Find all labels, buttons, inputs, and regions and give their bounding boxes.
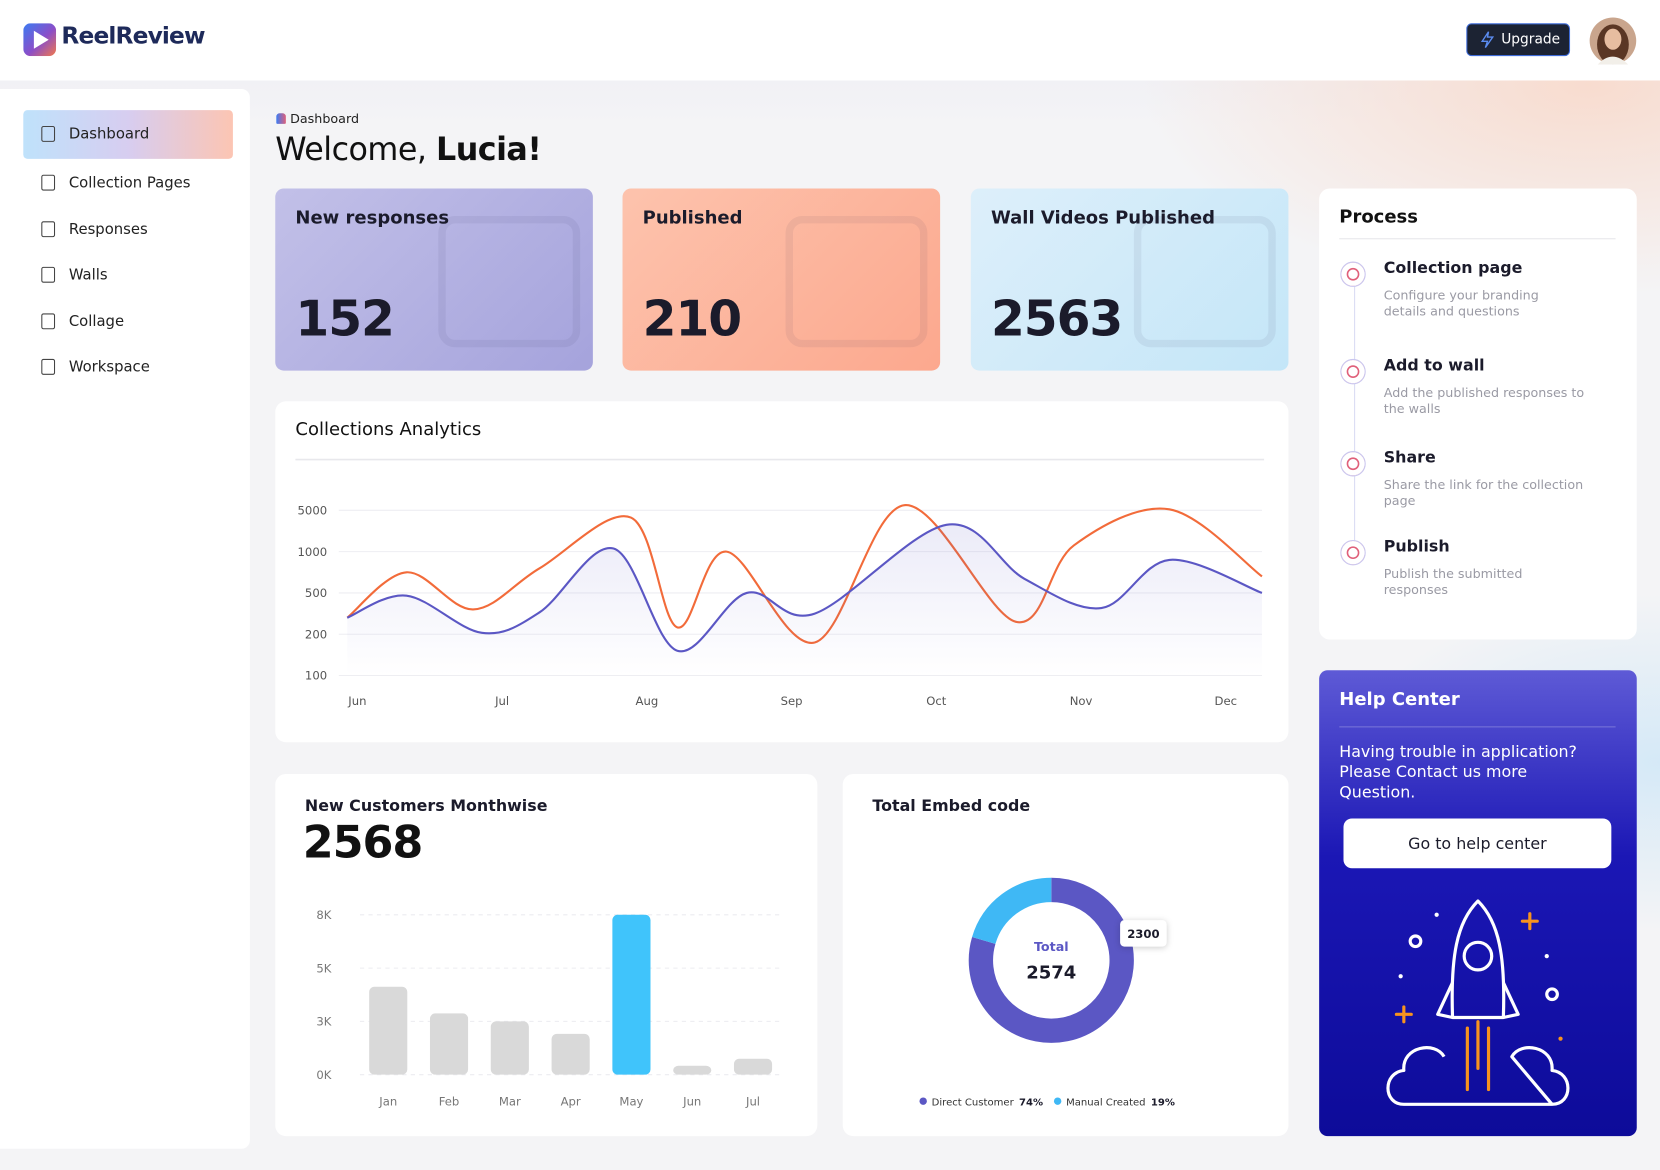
step-icon	[1340, 451, 1366, 477]
step-title: Share	[1383, 447, 1436, 467]
nav-label: Collage	[68, 313, 125, 331]
nav-label: Dashboard	[68, 125, 150, 143]
user-name: Lucia!	[435, 131, 542, 169]
nav-item[interactable]: Workspace	[23, 343, 233, 392]
stat-label: New responses	[295, 207, 450, 229]
step-icon	[1340, 358, 1366, 385]
nav-label: Responses	[68, 221, 148, 239]
nav-label: Walls	[68, 266, 108, 284]
total-customers: 2568	[302, 816, 424, 869]
upgrade-label: Upgrade	[1501, 31, 1561, 48]
stat-label: Wall Videos Published	[990, 207, 1215, 229]
breadcrumb-text: Dashboard	[290, 111, 360, 126]
timeline-line	[1354, 276, 1356, 555]
nav-item[interactable]: Dashboard	[23, 110, 233, 159]
nav-item[interactable]: Collage	[23, 298, 233, 347]
header: ReelReview Upgrade	[0, 0, 1660, 81]
logo	[23, 23, 57, 57]
sidebar: Dashboard Collection Pages Responses Walls C…	[0, 88, 250, 1149]
breadcrumb-icon	[276, 113, 286, 124]
card-title: Collections Analytics	[295, 419, 482, 441]
stat-label: Published	[642, 207, 743, 229]
step-title: Publish	[1383, 536, 1450, 556]
brand: ReelReview	[61, 23, 205, 50]
help-title: Help Center	[1339, 689, 1460, 711]
nav-item[interactable]: Walls	[23, 251, 233, 300]
step-desc: Publish the submitted responses	[1383, 566, 1523, 598]
analytics-card: Collections Analytics	[275, 401, 1289, 743]
divider	[1339, 238, 1616, 240]
process-title: Process	[1339, 206, 1418, 228]
step-icon	[1340, 539, 1366, 566]
nav-icon	[41, 266, 56, 283]
step-title: Add to wall	[1383, 355, 1485, 375]
divider	[1339, 726, 1616, 728]
nav-icon	[41, 313, 56, 330]
watermark-icon	[785, 215, 928, 348]
avatar[interactable]	[1589, 17, 1637, 65]
nav-icon	[41, 358, 56, 375]
welcome: Welcome, Lucia!	[275, 131, 542, 169]
bolt-icon	[1480, 31, 1495, 49]
help-card: Help Center Having trouble in applicatio…	[1319, 670, 1637, 1137]
process-card: Process Collection page Configure your br…	[1319, 188, 1637, 640]
nav-icon	[41, 221, 56, 238]
nav-icon	[41, 174, 56, 191]
stat-value: 2563	[990, 290, 1123, 348]
nav-label: Workspace	[68, 358, 150, 376]
step-desc: Share the link for the collection page	[1383, 477, 1584, 509]
embed-card: Total Embed code	[842, 773, 1289, 1137]
card-title: New Customers Monthwise	[304, 796, 548, 816]
nav-item[interactable]: Collection Pages	[23, 159, 233, 208]
stat-card: Published 210	[622, 188, 941, 371]
breadcrumb: Dashboard	[276, 111, 360, 126]
stat-card: Wall Videos Published 2563	[970, 188, 1289, 371]
step-desc: Configure your branding details and ques…	[1383, 287, 1539, 319]
greeting: Welcome,	[275, 131, 427, 169]
nav-icon	[41, 125, 56, 142]
card-title: Total Embed code	[872, 796, 1031, 816]
upgrade-button[interactable]: Upgrade	[1466, 23, 1571, 57]
rocket-illustration	[1386, 899, 1570, 1106]
watermark-icon	[438, 215, 581, 348]
stat-value: 152	[295, 290, 395, 348]
nav-item[interactable]: Responses	[23, 205, 233, 254]
step-title: Collection page	[1383, 258, 1523, 278]
nav-label: Collection Pages	[68, 174, 191, 192]
help-button[interactable]: Go to help center	[1343, 818, 1612, 869]
stat-value: 210	[642, 290, 743, 348]
customers-card: New Customers Monthwise 2568	[275, 773, 818, 1137]
step-desc: Add the published responses to the walls	[1383, 385, 1585, 417]
stat-card: New responses 152	[275, 188, 593, 371]
watermark-icon	[1133, 215, 1276, 348]
step-icon	[1340, 261, 1366, 287]
help-text: Having trouble in application? Please Co…	[1339, 742, 1577, 802]
